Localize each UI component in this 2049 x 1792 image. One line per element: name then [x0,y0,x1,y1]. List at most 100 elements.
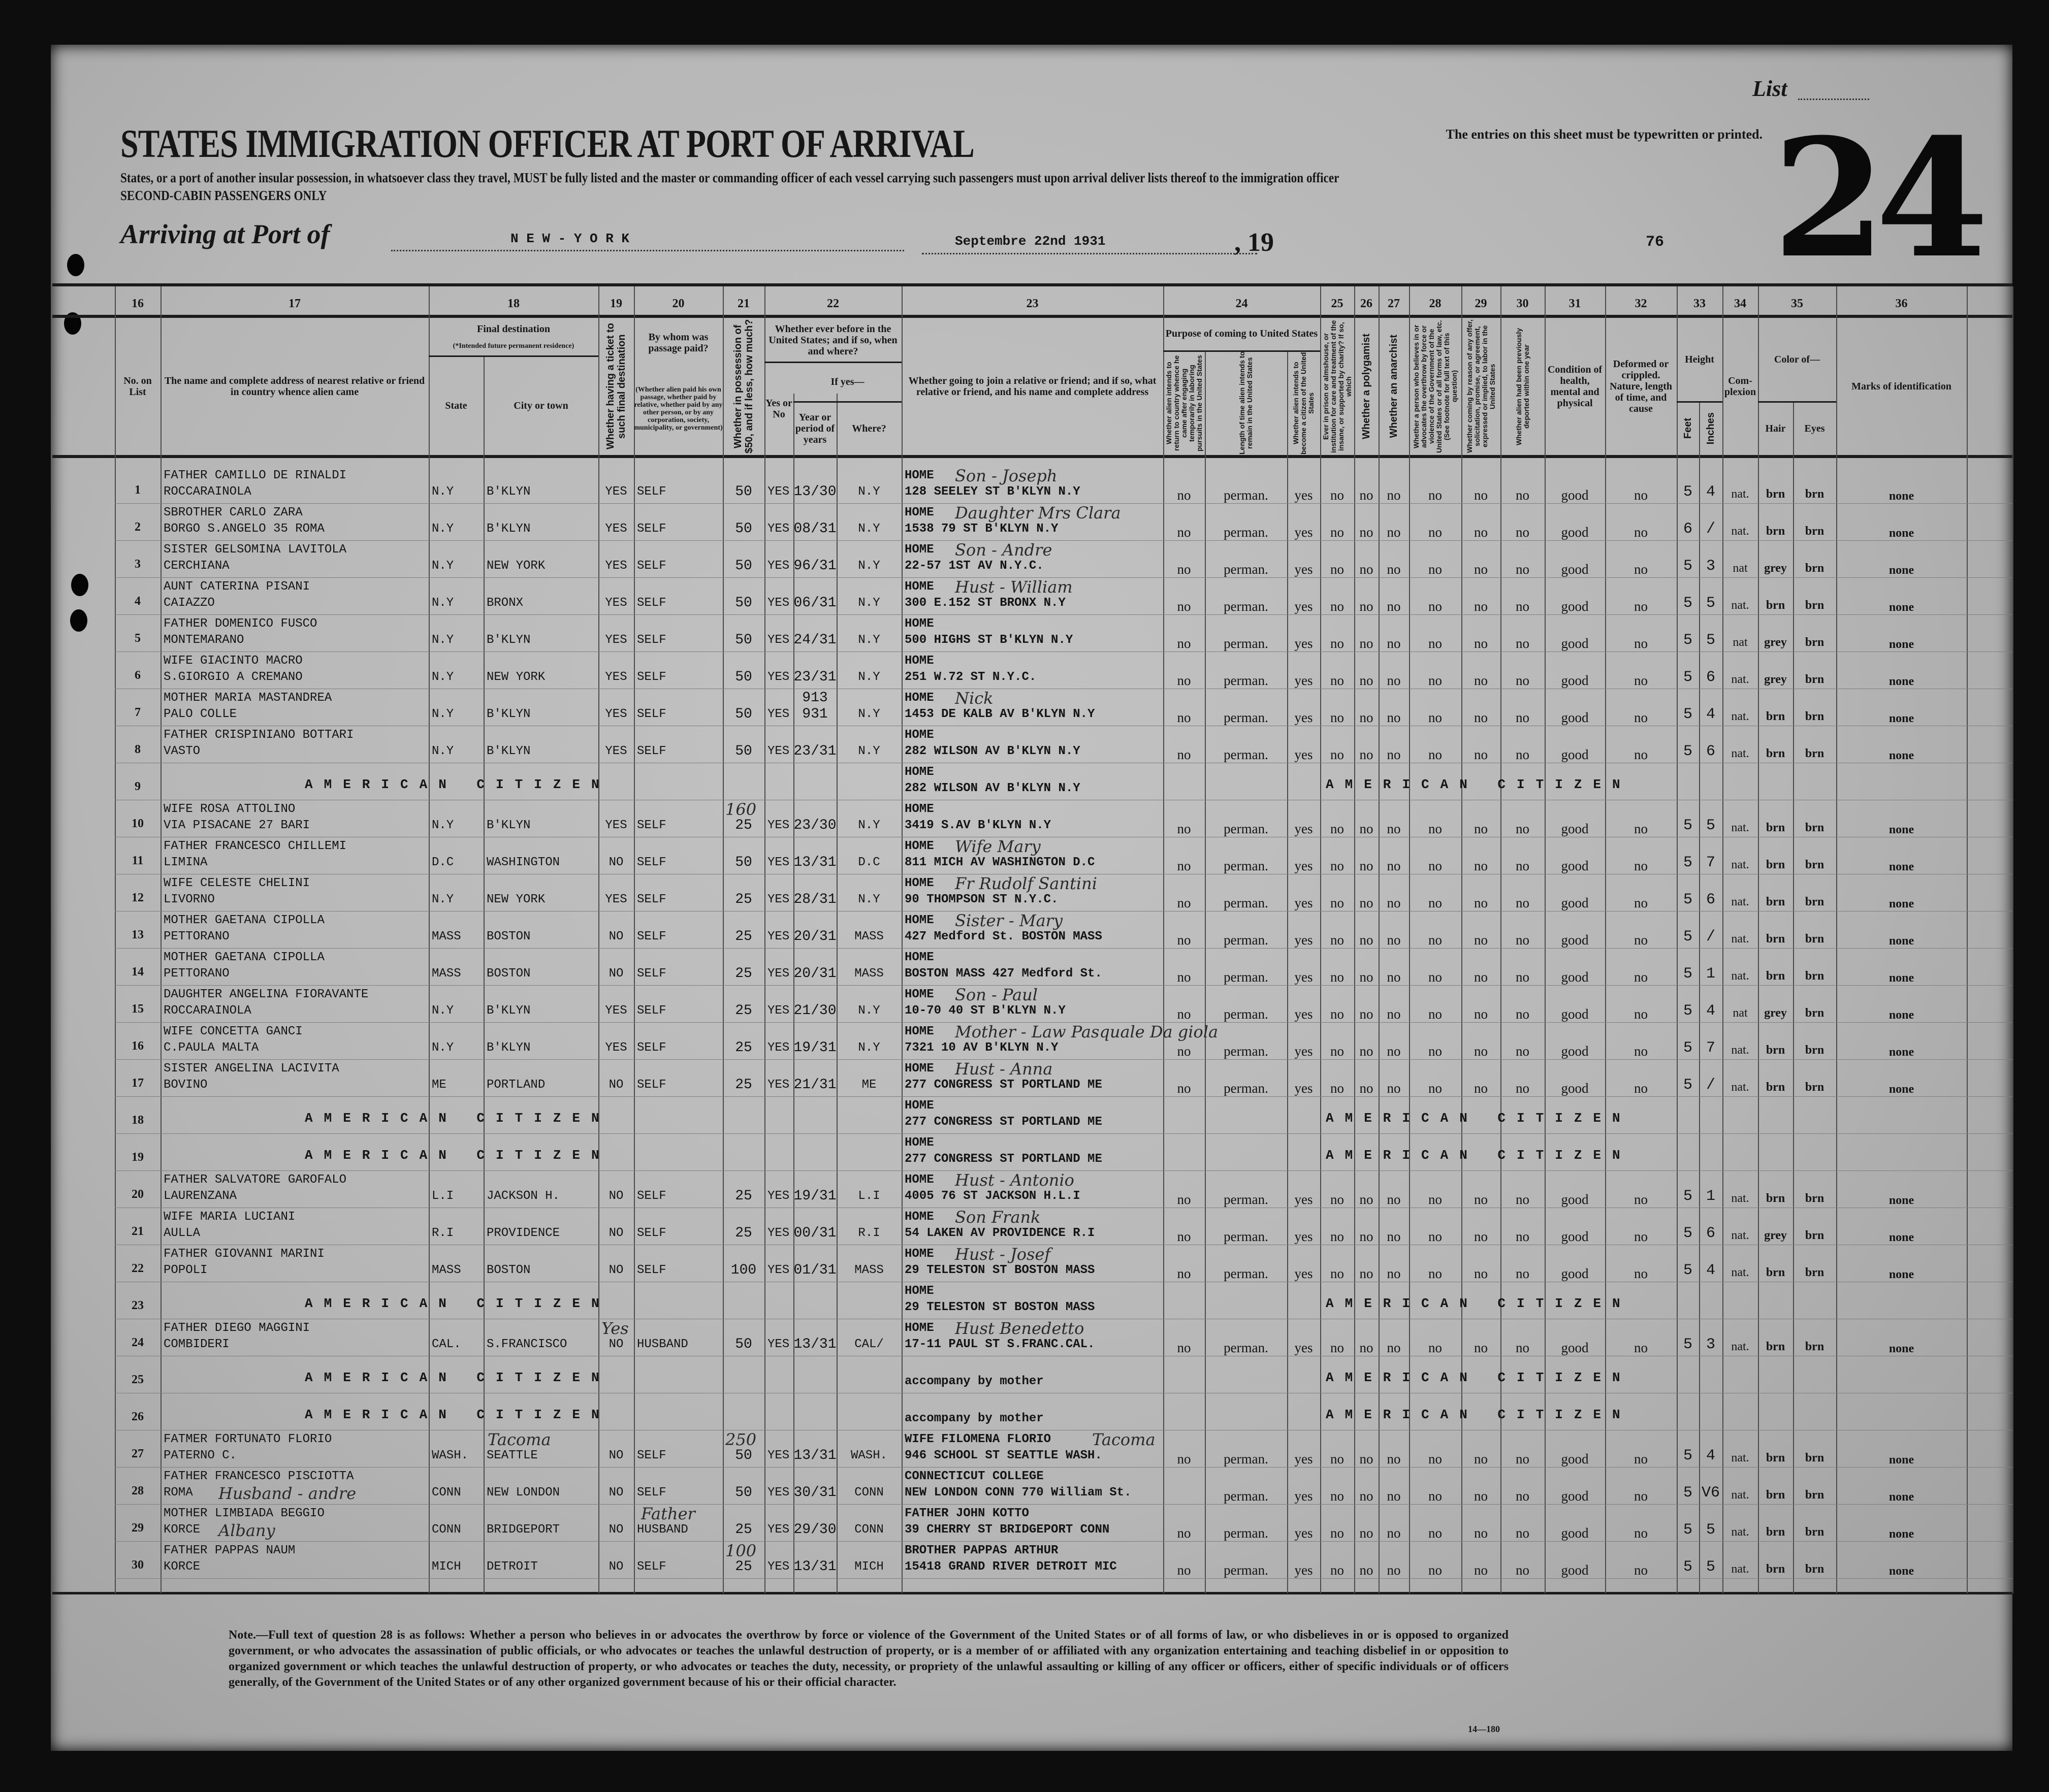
cell-cit: yes [1294,1044,1313,1059]
cell-health: good [1561,1488,1589,1504]
cell-period: 24/31 [793,632,837,648]
cell-rel2: AULLA [164,1226,201,1240]
cell-hair: brn [1766,1044,1785,1057]
cell-ret: no [1177,1044,1191,1059]
handwritten-annotation: Albany [218,1521,275,1540]
cell-ticket: NO [609,1338,624,1351]
cell-c30: no [1516,1266,1529,1281]
cell-rel2: POPOLI [164,1263,208,1277]
cell-eyes: brn [1805,525,1824,538]
header-label: (Whether alien paid his own passage, whe… [634,386,723,432]
column-divider [837,394,838,1593]
row-number: 3 [135,558,141,571]
cell-marks: none [1888,490,1914,503]
cell-cit: yes [1294,1006,1313,1022]
cell-c27: no [1387,525,1401,540]
cell-paid: SELF [637,856,666,869]
cell-join2: 7321 10 AV B'KLYN N.Y [905,1041,1059,1055]
header-label: City or town [514,400,568,411]
cell-ret: no [1177,1266,1191,1281]
cell-rel2: BOVINO [164,1078,208,1092]
cell-ret: no [1177,969,1191,985]
cell-health: good [1561,821,1589,836]
cell-money: 50 [735,743,752,759]
cell-city: WASHINGTON [487,856,560,869]
list-number-line [1798,99,1869,100]
cell-join2: 277 CONGRESS ST PORTLAND ME [905,1115,1102,1129]
cell-before: YES [767,522,790,536]
cell-inches: 6 [1706,669,1715,686]
american-citizen-left: AMERICAN CITIZEN [305,777,611,792]
cell-state: N.Y [432,744,454,758]
cell-marks: none [1888,1565,1914,1578]
cell-inches: V6 [1701,1484,1720,1502]
cell-c26: no [1359,1340,1373,1355]
cell-period_top: 913 [802,690,828,706]
cell-c27: no [1387,599,1401,614]
cell-paid: SELF [637,1041,666,1055]
cell-c26: no [1359,858,1373,873]
cell-period: 29/30 [793,1522,837,1538]
header-label: Hair [1765,423,1786,434]
port-value: N E W - Y O R K [510,231,630,246]
cell-health: good [1561,1266,1589,1281]
cell-paid: SELF [637,893,666,906]
cell-rel1: SISTER GELSOMINA LAVITOLA [164,543,347,557]
cell-where: MASS [854,967,884,981]
header-hair: Hair [1758,402,1793,455]
cell-money: 50 [735,558,752,574]
row-number: 11 [132,854,144,867]
handwritten-annotation: Hust - Anna [955,1059,1053,1079]
cell-marks: none [1888,1527,1914,1541]
cell-ret: no [1177,1340,1191,1355]
row-divider [115,1541,2012,1542]
cell-join1: WIFE FILOMENA FLORIO [905,1432,1051,1446]
cell-c28: no [1428,1266,1442,1281]
cell-c28: no [1428,1562,1442,1578]
american-citizen-right: AMERICAN CITIZEN [1326,1148,1631,1163]
cell-complexion: nat. [1731,1081,1749,1094]
cell-state: N.Y [432,707,454,721]
header-return: Whether alien intends to return to count… [1163,351,1205,455]
cell-c26: no [1359,1451,1373,1467]
cell-join2: 500 HIGHS ST B'KLYN N.Y [905,633,1073,647]
cell-join1: HOME [905,617,934,631]
header-label: Purpose of coming to United States [1165,328,1318,339]
cell-rel1: FATHER SALVATORE GAROFALO [164,1173,347,1187]
cell-paid: SELF [637,1486,666,1500]
handwritten-annotation: Hust Benedetto [955,1319,1084,1338]
cell-city: JACKSON H. [487,1189,560,1203]
cell-c27: no [1387,487,1401,503]
cell-c28: no [1428,525,1442,540]
cell-complexion: nat. [1731,1451,1749,1464]
cell-ticket: NO [609,1523,624,1537]
cell-length: perman. [1224,969,1268,985]
cell-state: N.Y [432,1041,454,1055]
cell-length: perman. [1224,1340,1268,1355]
row-number: 30 [132,1558,144,1572]
header-money: Whether in possession of $50, and if les… [723,318,764,455]
column-number: 23 [1026,297,1039,310]
cell-c26: no [1359,895,1373,910]
cell-c27: no [1387,1006,1401,1022]
handwritten-annotation: Sister - Mary [955,911,1063,930]
column-divider [484,355,485,1593]
cell-c25: no [1330,1266,1344,1281]
cell-complexion: nat. [1731,932,1749,946]
cell-length: perman. [1224,1006,1268,1022]
cell-join2: 128 SEELEY ST B'KLYN N.Y [905,485,1080,499]
cell-c29: no [1474,747,1488,762]
cell-c25: no [1330,858,1344,873]
cell-eyes: brn [1805,932,1824,946]
cell-rel2: CAIAZZO [164,596,215,610]
row-number: 26 [132,1410,144,1423]
cell-before: YES [767,856,790,869]
cell-rel1: SISTER ANGELINA LACIVITA [164,1062,339,1076]
cell-cit: yes [1294,1451,1313,1467]
cell-eyes: brn [1805,673,1824,686]
cell-rel1: FATHER CAMILLO DE RINALDI [164,469,347,482]
cell-c30: no [1516,1340,1529,1355]
column-divider [1758,286,1759,1593]
cell-where: N.Y [858,744,880,758]
column-divider [793,394,794,1593]
